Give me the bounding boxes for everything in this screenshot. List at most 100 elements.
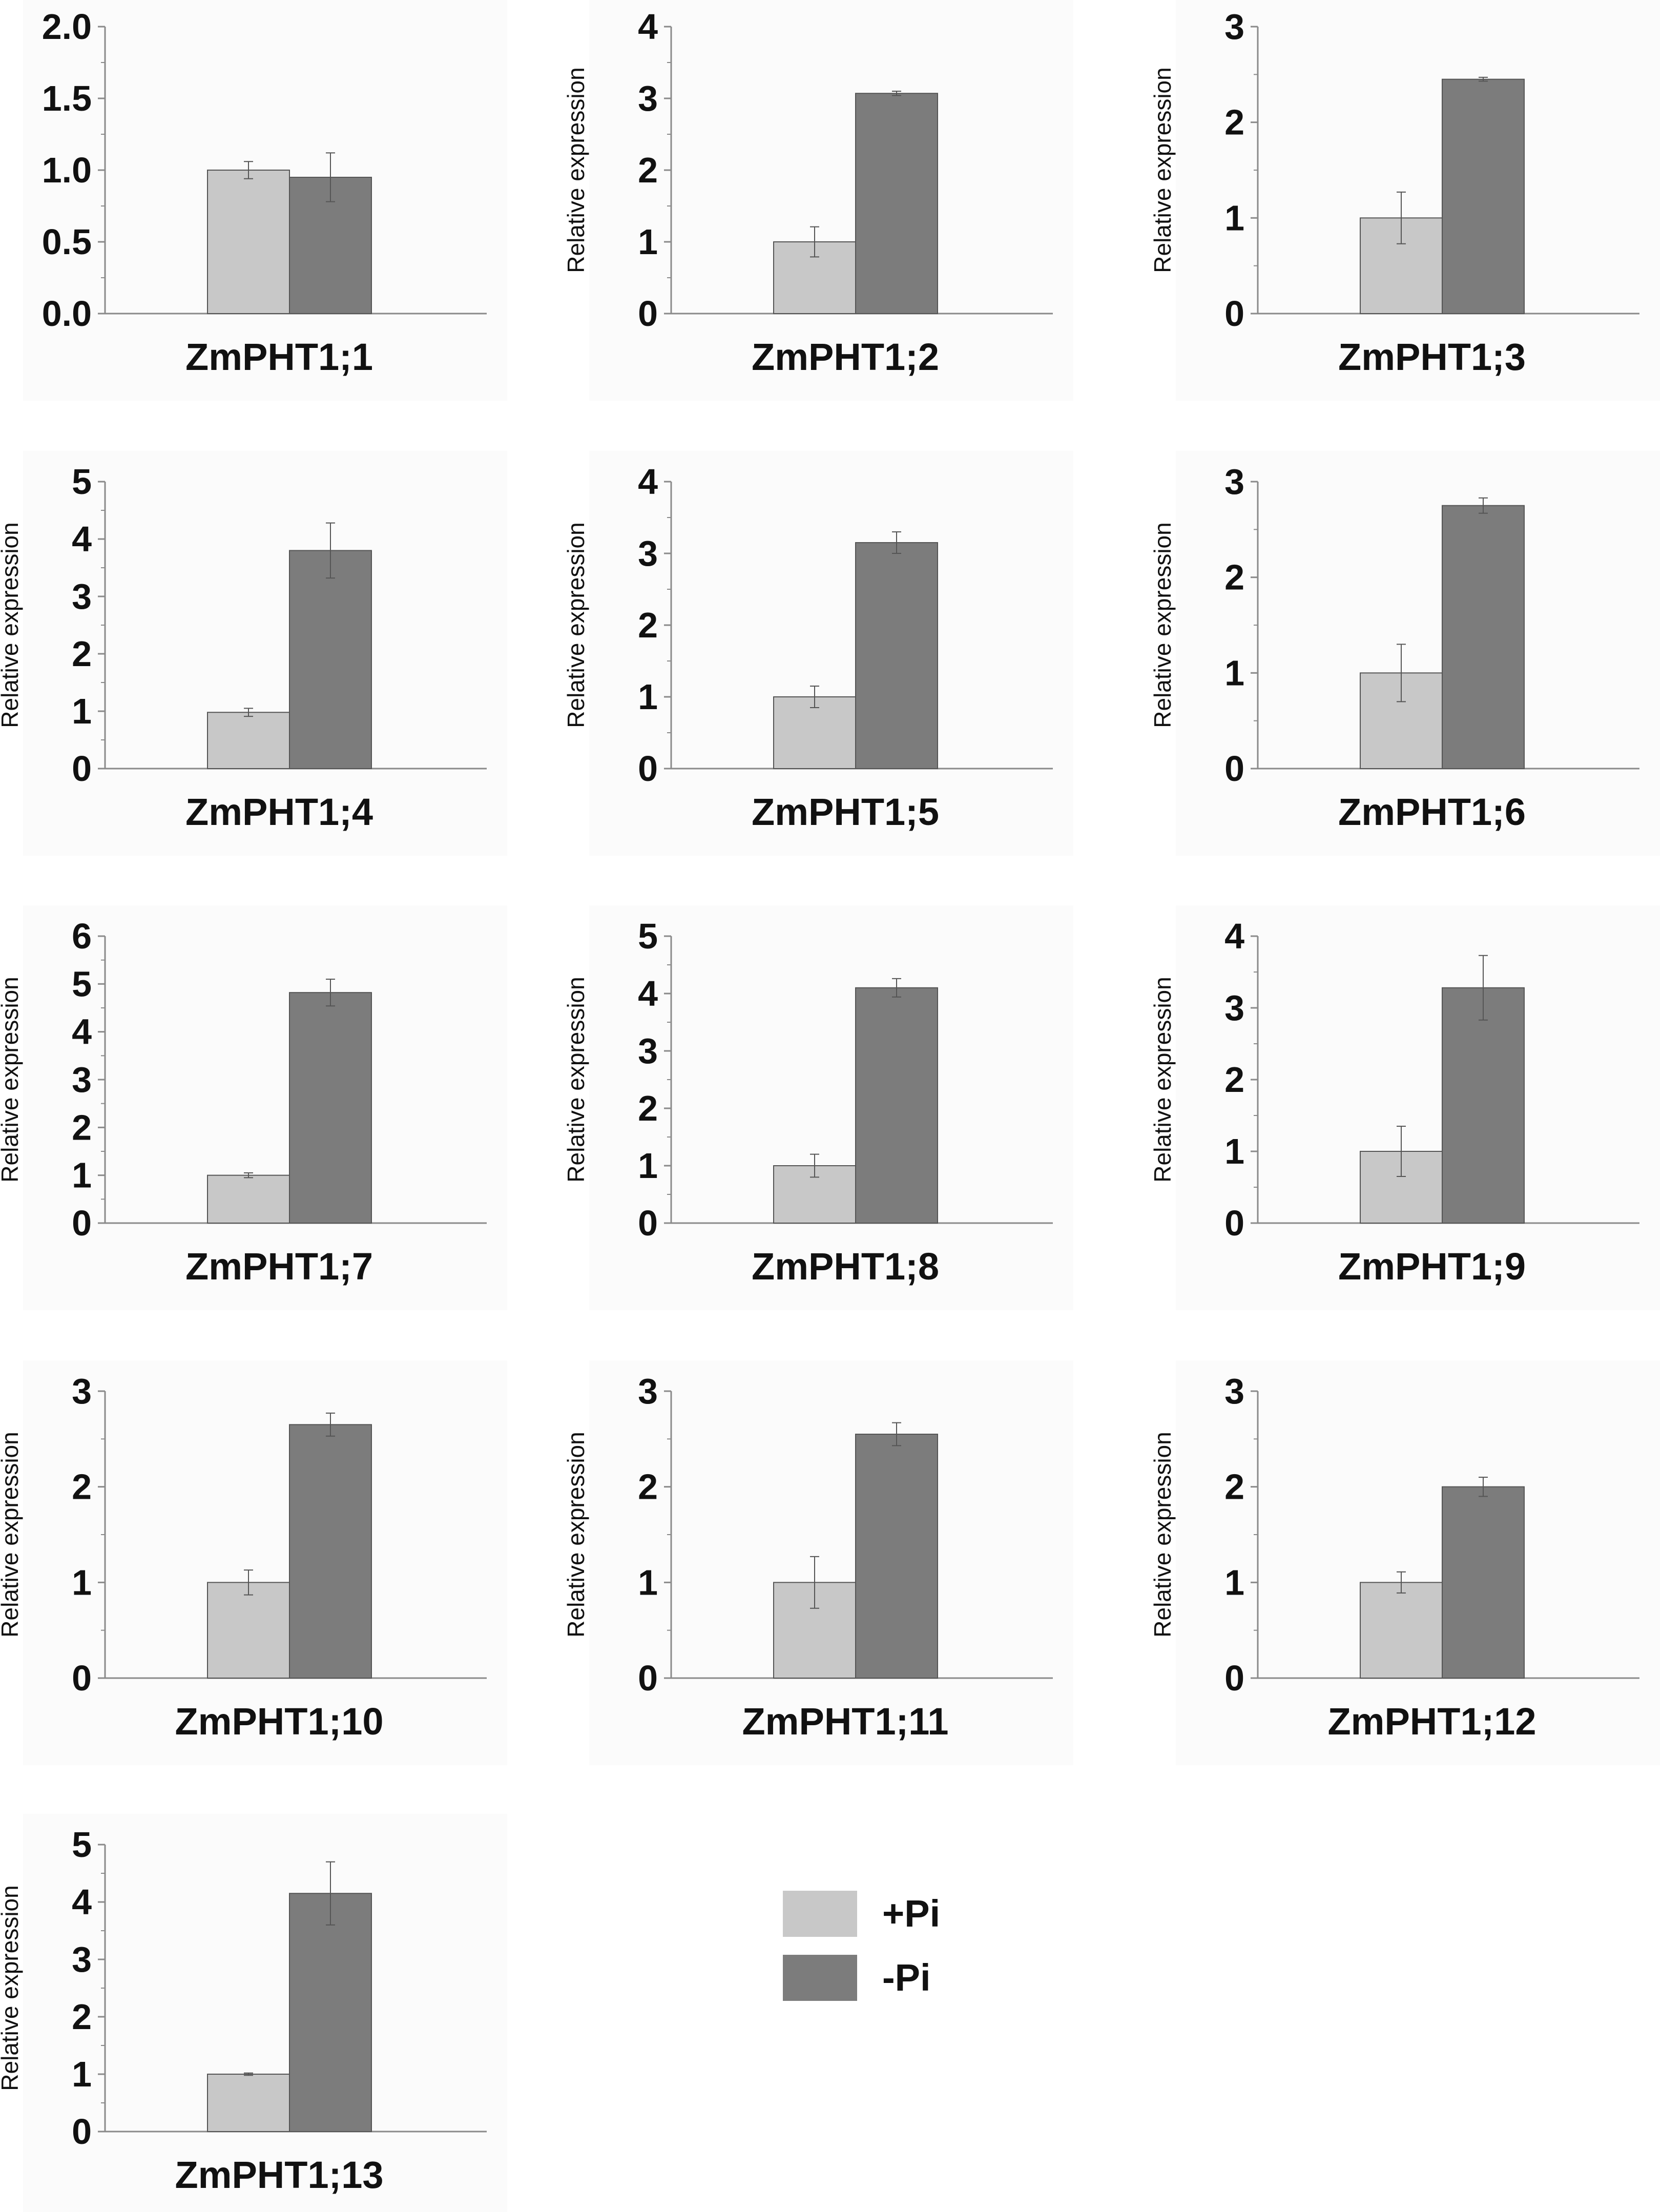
y-tick-label: 5 bbox=[72, 964, 92, 1004]
bar-plus-pi bbox=[773, 696, 856, 769]
legend-label: -Pi bbox=[882, 1956, 931, 1999]
y-tick-label: 3 bbox=[1224, 462, 1244, 502]
y-tick-label: 1 bbox=[638, 222, 658, 262]
y-tick-label: 2 bbox=[1224, 1060, 1244, 1100]
panel-background bbox=[589, 451, 1073, 856]
gene-label: ZmPHT1;13 bbox=[175, 2154, 383, 2196]
bar-minus-pi bbox=[1442, 505, 1525, 769]
y-tick-label: 5 bbox=[72, 462, 92, 502]
gene-label: ZmPHT1;3 bbox=[1338, 336, 1526, 378]
y-axis-title: Relative expression bbox=[0, 1885, 23, 2091]
y-tick-label: 2 bbox=[638, 1467, 658, 1507]
y-tick-label: 2 bbox=[72, 634, 92, 674]
y-tick-label: 0 bbox=[638, 294, 658, 334]
y-tick-label: 2 bbox=[72, 1107, 92, 1147]
y-tick-label: 3 bbox=[72, 1060, 92, 1100]
y-tick-label: 0 bbox=[1224, 1203, 1244, 1243]
panel-background bbox=[589, 1360, 1073, 1765]
y-tick-label: 3 bbox=[1224, 1371, 1244, 1411]
y-tick-label: 2 bbox=[638, 150, 658, 190]
legend-swatch bbox=[783, 1955, 857, 2001]
gene-label: ZmPHT1;7 bbox=[185, 1245, 373, 1288]
chart-panel: 0 1 2 3 4 Relative expression ZmPHT1;9 bbox=[1149, 905, 1660, 1310]
y-tick-label: 1 bbox=[1224, 198, 1244, 238]
y-tick-label: 2 bbox=[1224, 557, 1244, 597]
y-axis-title: Relative expression bbox=[563, 67, 589, 273]
y-tick-label: 4 bbox=[72, 1012, 92, 1052]
y-axis-title: Relative expression bbox=[563, 977, 589, 1182]
y-tick-label: 1 bbox=[1224, 1562, 1244, 1602]
panel-background bbox=[1176, 451, 1660, 856]
chart-panel: 0 1 2 3 4 Relative expression ZmPHT1;2 bbox=[563, 0, 1073, 401]
panel-background bbox=[23, 905, 507, 1310]
y-tick-label: 1 bbox=[1224, 1131, 1244, 1171]
y-tick-label: 3 bbox=[638, 1371, 658, 1411]
y-axis-title: Relative expression bbox=[1149, 1432, 1176, 1637]
y-tick-label: 0 bbox=[1224, 749, 1244, 789]
legend: +Pi -Pi bbox=[783, 1891, 940, 2001]
chart-panel: 0 1 2 3 4 5 Relative expression ZmPHT1;4 bbox=[0, 451, 507, 856]
chart-panel: 0 1 2 3 Relative expression ZmPHT1;11 bbox=[563, 1360, 1073, 1765]
y-tick-label: 3 bbox=[638, 78, 658, 118]
y-tick-label: 0.5 bbox=[42, 222, 92, 262]
panel-background bbox=[589, 0, 1073, 401]
bar-minus-pi bbox=[289, 1893, 372, 2132]
gene-label: ZmPHT1;5 bbox=[752, 791, 939, 833]
gene-label: ZmPHT1;12 bbox=[1327, 1700, 1536, 1743]
y-axis-title: Relative expression bbox=[1149, 522, 1176, 728]
y-tick-label: 2 bbox=[72, 1997, 92, 2037]
y-tick-label: 1.0 bbox=[42, 150, 92, 190]
y-tick-label: 3 bbox=[72, 576, 92, 616]
y-tick-label: 3 bbox=[638, 1031, 658, 1071]
bar-plus-pi bbox=[207, 170, 290, 314]
bar-minus-pi bbox=[289, 992, 372, 1224]
y-tick-label: 0 bbox=[1224, 294, 1244, 334]
y-tick-label: 2 bbox=[638, 605, 658, 645]
panel-background bbox=[1176, 905, 1660, 1310]
panel-background bbox=[23, 1360, 507, 1765]
y-axis-title: Relative expression bbox=[0, 522, 23, 728]
y-tick-label: 0 bbox=[72, 1203, 92, 1243]
chart-panel: 0 1 2 3 Relative expression ZmPHT1;12 bbox=[1149, 1360, 1660, 1765]
gene-label: ZmPHT1;6 bbox=[1338, 791, 1526, 833]
gene-label: ZmPHT1;2 bbox=[752, 336, 939, 378]
y-tick-label: 2 bbox=[72, 1467, 92, 1507]
panel-background bbox=[1176, 1360, 1660, 1765]
y-axis-title: Relative expression bbox=[0, 1432, 23, 1637]
y-tick-label: 0 bbox=[1224, 1658, 1244, 1698]
y-tick-label: 3 bbox=[638, 533, 658, 573]
bar-minus-pi bbox=[855, 987, 938, 1224]
chart-panel: 0 1 2 3 4 5 Relative expression ZmPHT1;13 bbox=[0, 1814, 507, 2212]
bar-plus-pi bbox=[1360, 1582, 1443, 1679]
chart-panel: 0 1 2 3 4 5 Relative expression ZmPHT1;8 bbox=[563, 905, 1073, 1310]
bar-minus-pi bbox=[289, 550, 372, 770]
y-tick-label: 1.5 bbox=[42, 78, 92, 118]
y-tick-label: 4 bbox=[72, 519, 92, 559]
y-tick-label: 4 bbox=[1224, 916, 1244, 956]
y-tick-label: 2 bbox=[1224, 1467, 1244, 1507]
y-tick-label: 4 bbox=[72, 1882, 92, 1922]
y-tick-label: 0 bbox=[638, 749, 658, 789]
chart-panel: 0 1 2 3 4 Relative expression ZmPHT1;5 bbox=[563, 451, 1073, 856]
y-tick-label: 3 bbox=[72, 1371, 92, 1411]
panel-background bbox=[1176, 0, 1660, 401]
bar-minus-pi bbox=[1442, 1486, 1525, 1679]
y-tick-label: 4 bbox=[638, 974, 658, 1014]
chart-panel: 0 1 2 3 Relative expression ZmPHT1;10 bbox=[0, 1360, 507, 1765]
bar-plus-pi bbox=[207, 2074, 290, 2132]
y-tick-label: 5 bbox=[72, 1825, 92, 1865]
y-axis-title: Relative expression bbox=[0, 977, 23, 1182]
y-tick-label: 2.0 bbox=[42, 7, 92, 47]
y-tick-label: 0 bbox=[638, 1658, 658, 1698]
legend-label: +Pi bbox=[882, 1892, 940, 1935]
chart-panel: 0 1 2 3 Relative expression ZmPHT1;3 bbox=[1149, 0, 1660, 401]
y-tick-label: 4 bbox=[638, 7, 658, 47]
gene-label: ZmPHT1;11 bbox=[742, 1700, 948, 1743]
y-axis-title: Relative expression bbox=[1149, 67, 1176, 273]
gene-label: ZmPHT1;1 bbox=[185, 336, 373, 378]
bar-minus-pi bbox=[855, 93, 938, 314]
y-tick-label: 6 bbox=[72, 916, 92, 956]
y-tick-label: 5 bbox=[638, 916, 658, 956]
bar-minus-pi bbox=[855, 542, 938, 769]
